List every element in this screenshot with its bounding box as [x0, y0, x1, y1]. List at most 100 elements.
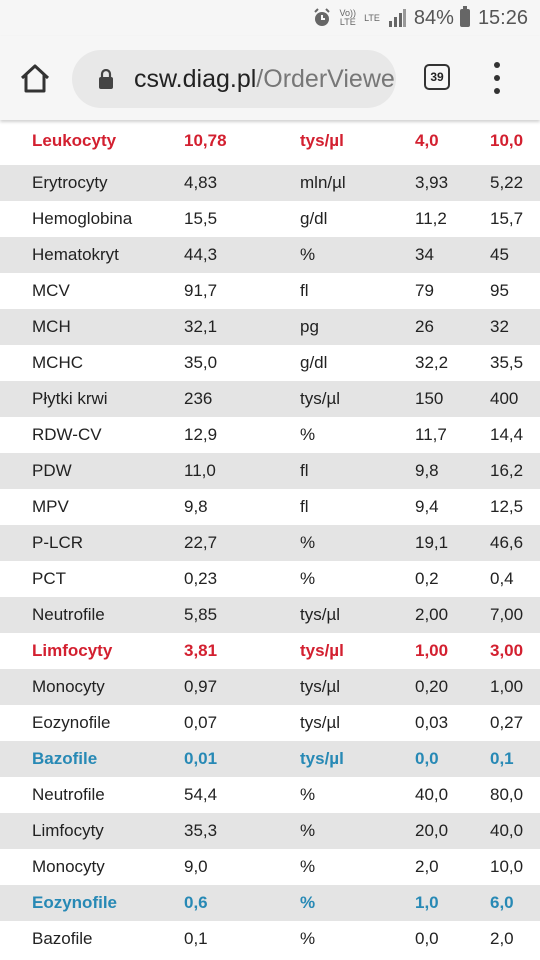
- test-value: 11,0: [184, 461, 216, 480]
- ref-max: 7,00: [490, 605, 524, 624]
- test-value: 5,85: [184, 605, 218, 624]
- test-unit: mln/µl: [300, 173, 346, 192]
- ref-min: 150: [415, 389, 444, 408]
- ref-min: 2,00: [415, 605, 449, 624]
- test-name: Monocyty: [32, 677, 105, 696]
- table-row: MCHC 35,0 g/dl 32,2 35,5: [0, 345, 540, 381]
- ref-max: 15,7: [490, 209, 524, 228]
- test-value: 4,83: [184, 173, 218, 192]
- test-unit: %: [300, 929, 316, 948]
- test-unit: tys/µl: [300, 389, 341, 408]
- table-row: Neutrofile 54,4% 40,0 80,0: [0, 777, 540, 813]
- test-unit: tys/µl: [300, 677, 341, 696]
- ref-max: 14,4: [490, 425, 524, 444]
- lock-icon: [99, 69, 113, 89]
- test-name: Eozynofile: [32, 893, 118, 912]
- test-unit: fl: [300, 497, 309, 516]
- lte-label: LTE: [364, 12, 380, 23]
- home-button[interactable]: [16, 60, 54, 98]
- table-row: Leukocyty 10,78 tys/µl 4,0 10,0: [0, 120, 540, 165]
- table-row: PCT 0,23% 0,2 0,4: [0, 561, 540, 597]
- test-name: MCV: [32, 281, 70, 300]
- alarm-icon: [312, 8, 332, 28]
- volte-label: Vo)): [339, 8, 357, 18]
- test-name: Limfocyty: [32, 641, 113, 660]
- menu-dot-icon: [494, 75, 500, 81]
- test-name: Hematokryt: [32, 245, 119, 264]
- ref-min: 0,0: [415, 929, 439, 948]
- tab-switcher-button[interactable]: 39: [424, 64, 450, 90]
- overflow-menu-button[interactable]: [487, 62, 507, 94]
- ref-max: 32: [490, 317, 509, 336]
- battery-percent: 84%: [413, 6, 454, 29]
- test-value: 0,07: [184, 713, 218, 732]
- ref-max: 3,00: [490, 641, 524, 660]
- url-text: csw.diag.pl/OrderViewe: [134, 65, 395, 94]
- clock: 15:26: [477, 6, 528, 29]
- test-value: 9,8: [184, 497, 208, 516]
- url-path: /OrderViewe: [256, 65, 395, 93]
- test-name: RDW-CV: [32, 425, 102, 444]
- ref-min: 11,7: [415, 425, 447, 444]
- ref-max: 95: [490, 281, 509, 300]
- test-value: 35,3: [184, 821, 218, 840]
- test-unit: %: [300, 857, 316, 876]
- table-row: Neutrofile 5,85 tys/µl 2,00 7,00: [0, 597, 540, 633]
- home-icon: [20, 64, 50, 93]
- ref-max: 45: [490, 245, 509, 264]
- test-value: 35,0: [184, 353, 218, 372]
- test-unit: pg: [300, 317, 319, 336]
- test-name: PCT: [32, 569, 66, 588]
- test-unit: tys/µl: [300, 713, 341, 732]
- test-unit: fl: [300, 281, 309, 300]
- ref-min: 26: [415, 317, 434, 336]
- test-unit: %: [300, 785, 316, 804]
- test-unit: g/dl: [300, 209, 328, 228]
- ref-min: 9,4: [415, 497, 439, 516]
- test-unit: %: [300, 821, 316, 840]
- test-unit: %: [300, 245, 316, 264]
- address-bar[interactable]: csw.diag.pl/OrderViewe: [72, 50, 396, 108]
- test-name: Eozynofile: [32, 713, 111, 732]
- test-value: 91,7: [184, 281, 218, 300]
- ref-min: 0,2: [415, 569, 439, 588]
- ref-min: 3,93: [415, 173, 449, 192]
- signal-icon: [388, 9, 406, 27]
- ref-min: 1,00: [415, 641, 449, 660]
- table-row: Erytrocyty 4,83 mln/µl 3,93 5,22: [0, 165, 540, 201]
- test-unit: %: [300, 533, 316, 552]
- ref-max: 400: [490, 389, 519, 408]
- ref-min: 40,0: [415, 785, 449, 804]
- test-unit: %: [300, 425, 316, 444]
- test-value: 0,1: [184, 929, 208, 948]
- ref-max: 1,00: [490, 677, 524, 696]
- table-row: Limfocyty 35,3% 20,0 40,0: [0, 813, 540, 849]
- table-row: Hemoglobina 15,5 g/dl 11,2 15,7: [0, 201, 540, 237]
- volte-indicator: Vo)) LTE: [339, 8, 357, 27]
- test-name: MCHC: [32, 353, 83, 372]
- table-row: Hematokryt 44,3% 34 45: [0, 237, 540, 273]
- test-name: Leukocyty: [32, 131, 117, 150]
- table-row: Bazofile 0,01 tys/µl 0,0 0,1: [0, 741, 540, 777]
- ref-max: 0,1: [490, 749, 514, 768]
- test-unit: g/dl: [300, 353, 328, 372]
- status-bar: Vo)) LTE LTE 84% 15:26: [0, 0, 540, 36]
- test-unit: %: [300, 569, 316, 588]
- table-row: Limfocyty 3,81 tys/µl 1,00 3,00: [0, 633, 540, 669]
- ref-max: 12,5: [490, 497, 524, 516]
- test-name: Bazofile: [32, 749, 98, 768]
- ref-max: 6,0: [490, 893, 514, 912]
- test-value: 12,9: [184, 425, 218, 444]
- ref-max: 80,0: [490, 785, 524, 804]
- test-value: 0,6: [184, 893, 208, 912]
- table-row: RDW-CV 12,9% 11,7 14,4: [0, 417, 540, 453]
- menu-dot-icon: [494, 88, 500, 94]
- test-name: Neutrofile: [32, 785, 105, 804]
- test-name: PDW: [32, 461, 72, 480]
- browser-toolbar: csw.diag.pl/OrderViewe 39: [0, 36, 540, 120]
- test-value: 32,1: [184, 317, 218, 336]
- ref-min: 0,03: [415, 713, 449, 732]
- battery-icon: [459, 6, 470, 27]
- ref-min: 0,0: [415, 749, 439, 768]
- test-value: 44,3: [184, 245, 218, 264]
